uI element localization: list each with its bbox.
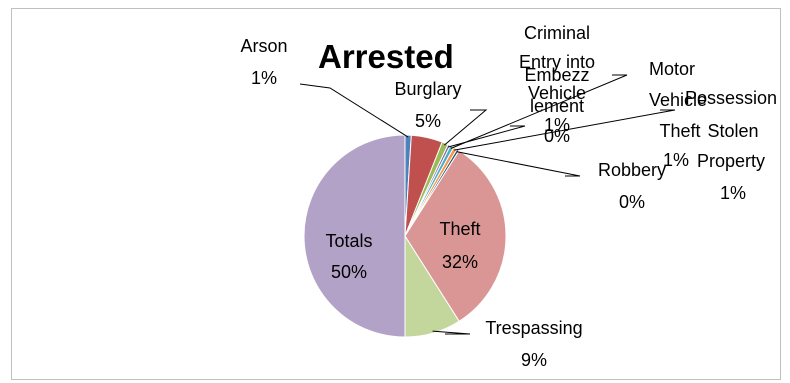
category-label-robbery: Robbery bbox=[598, 160, 666, 180]
percent-label-totals: 50% bbox=[331, 262, 367, 282]
percent-label-possession-stolen-property: 1% bbox=[720, 183, 746, 203]
pie-slice-totals bbox=[303, 134, 406, 338]
leader-line-motor-vehicle-theft bbox=[450, 74, 628, 149]
category-label-theft: Theft bbox=[439, 219, 480, 239]
category-label-burglary: Burglary bbox=[394, 79, 461, 99]
percent-label-arson: 1% bbox=[251, 68, 277, 88]
percent-label-criminal-entry-into-vehicle: 1% bbox=[544, 115, 570, 135]
leader-line-embezzlement bbox=[448, 125, 526, 148]
category-label-trespassing: Trespassing bbox=[485, 318, 582, 338]
pie-slice-theft bbox=[404, 150, 507, 322]
leader-line-criminal-entry-into-vehicle bbox=[443, 109, 488, 146]
percent-label-embezzlement: 0% bbox=[544, 126, 570, 146]
category-label-criminal-entry-into-vehicle: Criminal Entry into Vehicle bbox=[519, 23, 595, 103]
category-label-possession-stolen-property: Possession Stolen Property bbox=[685, 88, 777, 171]
category-label-totals: Totals bbox=[325, 231, 372, 251]
category-label-arson: Arson bbox=[240, 36, 287, 56]
percent-label-burglary: 5% bbox=[415, 111, 441, 131]
percent-label-motor-vehicle-theft: 1% bbox=[663, 150, 689, 170]
category-label-motor-vehicle-theft: Motor Vehicle Theft bbox=[649, 59, 707, 141]
leader-line-possession-stolen-property bbox=[454, 109, 676, 151]
leader-line-trespassing bbox=[432, 330, 471, 335]
leader-line-robbery bbox=[456, 151, 581, 177]
chart-title: Arrested bbox=[318, 38, 454, 75]
percent-label-robbery: 0% bbox=[619, 192, 645, 212]
percent-label-theft: 32% bbox=[442, 252, 478, 272]
leader-line-arson bbox=[299, 83, 409, 138]
percent-label-trespassing: 9% bbox=[521, 350, 547, 370]
category-label-embezzlement: Embezz lement bbox=[524, 65, 589, 116]
